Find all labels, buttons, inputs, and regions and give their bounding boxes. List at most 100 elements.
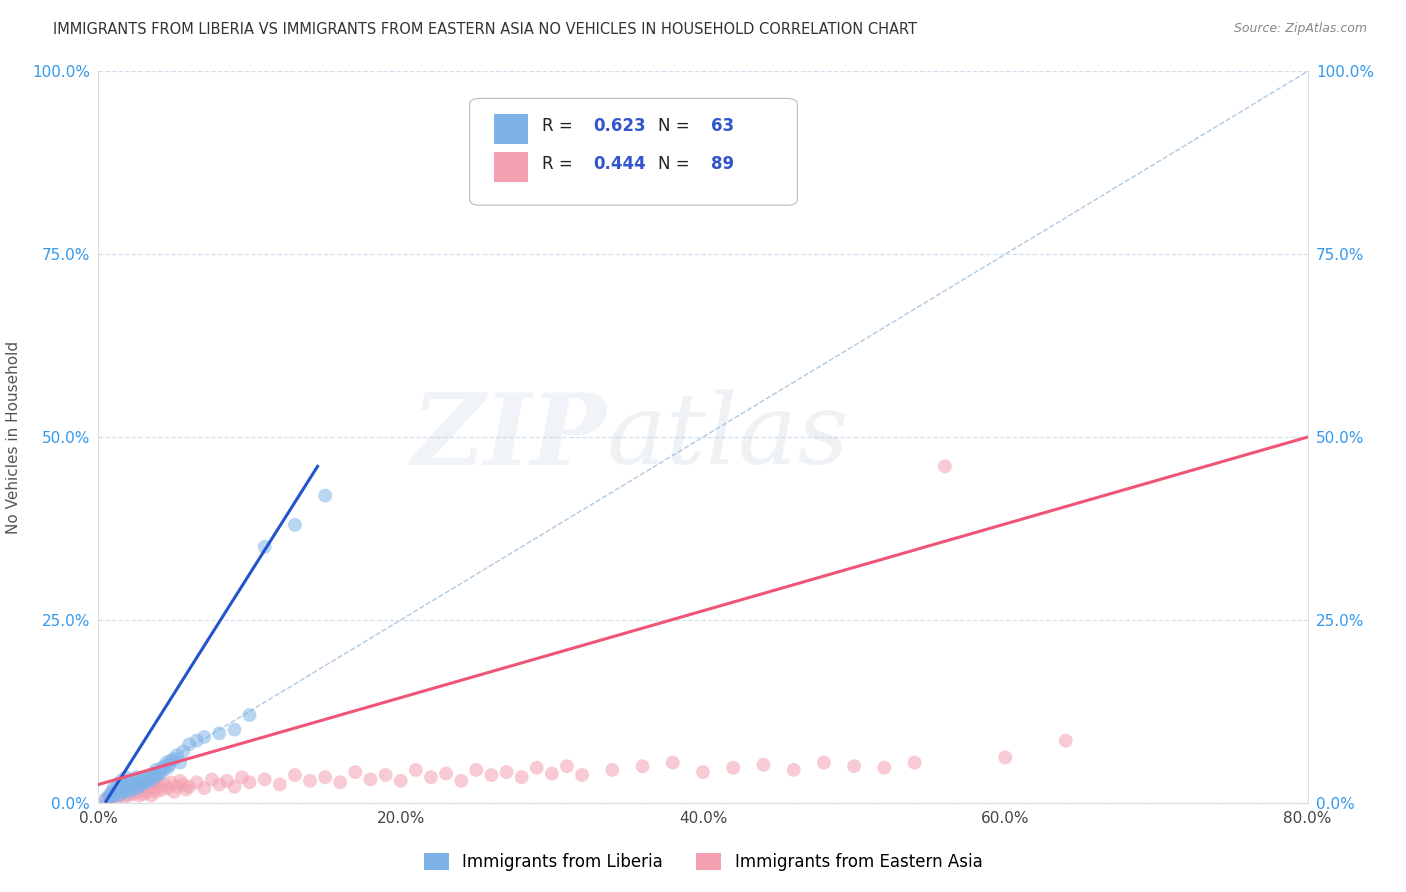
Point — [141, 789, 163, 803]
FancyBboxPatch shape — [494, 152, 527, 182]
Point — [153, 778, 176, 792]
Point — [155, 756, 177, 770]
Point — [143, 778, 166, 792]
Point — [112, 789, 135, 804]
Point — [169, 773, 191, 788]
Point — [465, 763, 488, 777]
Point — [135, 785, 157, 799]
Point — [156, 761, 179, 775]
Point — [108, 789, 131, 803]
Point — [110, 787, 132, 801]
Point — [555, 759, 578, 773]
Point — [105, 785, 128, 799]
Point — [111, 778, 134, 792]
Point — [179, 737, 201, 751]
Point — [148, 780, 170, 794]
Point — [111, 785, 134, 799]
Point — [134, 775, 156, 789]
Text: 63: 63 — [711, 117, 734, 136]
Point — [873, 761, 896, 775]
Point — [127, 775, 149, 789]
Point — [120, 780, 142, 794]
Point — [434, 766, 457, 780]
Point — [148, 765, 170, 780]
Point — [145, 785, 167, 799]
Text: atlas: atlas — [606, 390, 849, 484]
Point — [783, 763, 806, 777]
Point — [160, 753, 183, 767]
Point — [844, 759, 866, 773]
Point — [103, 781, 125, 796]
Point — [115, 781, 138, 796]
Text: Source: ZipAtlas.com: Source: ZipAtlas.com — [1233, 22, 1367, 36]
Point — [125, 785, 148, 799]
Point — [129, 772, 152, 787]
Text: R =: R = — [543, 117, 578, 136]
Point — [374, 768, 396, 782]
Point — [540, 766, 562, 780]
Point — [139, 768, 162, 782]
Point — [813, 756, 835, 770]
Point — [132, 787, 155, 801]
Point — [114, 770, 136, 784]
Point — [160, 775, 183, 789]
Point — [131, 778, 153, 792]
Point — [172, 745, 194, 759]
Point — [118, 785, 141, 799]
Point — [146, 773, 169, 788]
Point — [389, 773, 412, 788]
Point — [142, 782, 165, 797]
Point — [135, 770, 157, 784]
Point — [100, 789, 122, 803]
Point — [163, 752, 186, 766]
Point — [139, 780, 162, 794]
Point — [752, 757, 775, 772]
Point — [150, 761, 173, 775]
Point — [122, 787, 145, 801]
Point — [631, 759, 654, 773]
Point — [284, 517, 307, 532]
Point — [153, 759, 176, 773]
Point — [121, 773, 143, 788]
Point — [103, 789, 125, 803]
Point — [94, 792, 117, 806]
Point — [174, 782, 197, 797]
Point — [101, 790, 124, 805]
Point — [107, 778, 129, 792]
Point — [231, 770, 253, 784]
Point — [208, 778, 231, 792]
Point — [172, 778, 194, 792]
Point — [136, 772, 159, 787]
Point — [314, 489, 336, 503]
Point — [112, 782, 135, 797]
Point — [314, 770, 336, 784]
Point — [299, 773, 322, 788]
Point — [128, 780, 150, 794]
Point — [163, 785, 186, 799]
Point — [104, 789, 127, 804]
Point — [128, 789, 150, 803]
Text: IMMIGRANTS FROM LIBERIA VS IMMIGRANTS FROM EASTERN ASIA NO VEHICLES IN HOUSEHOLD: IMMIGRANTS FROM LIBERIA VS IMMIGRANTS FR… — [53, 22, 918, 37]
Point — [110, 781, 132, 796]
Point — [510, 770, 533, 784]
Point — [134, 781, 156, 796]
Point — [94, 792, 117, 806]
Point — [1054, 733, 1077, 747]
Point — [114, 785, 136, 799]
Point — [118, 789, 141, 803]
Point — [145, 763, 167, 777]
Point — [159, 757, 181, 772]
Point — [124, 781, 146, 796]
Point — [124, 778, 146, 792]
FancyBboxPatch shape — [494, 114, 527, 144]
Text: R =: R = — [543, 155, 578, 173]
Point — [344, 765, 367, 780]
Legend: Immigrants from Liberia, Immigrants from Eastern Asia: Immigrants from Liberia, Immigrants from… — [415, 845, 991, 880]
Point — [111, 781, 134, 796]
Y-axis label: No Vehicles in Household: No Vehicles in Household — [6, 341, 21, 533]
Point — [420, 770, 443, 784]
Point — [723, 761, 745, 775]
Point — [108, 782, 131, 797]
Text: N =: N = — [658, 155, 695, 173]
Point — [156, 781, 179, 796]
